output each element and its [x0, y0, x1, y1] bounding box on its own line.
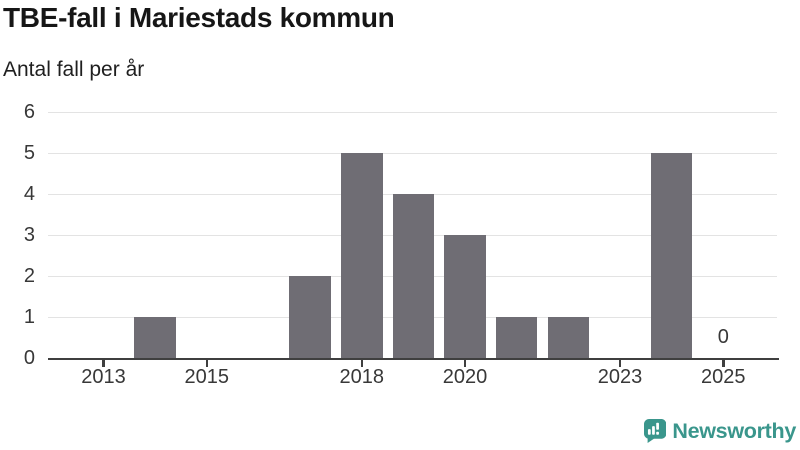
x-axis-tick [463, 360, 467, 367]
bar-value-label: 0 [717, 326, 729, 348]
x-tick-label: 2015 [184, 366, 230, 388]
x-axis-tick [722, 360, 725, 367]
bar [134, 316, 176, 358]
x-axis-tick [618, 360, 622, 367]
newsworthy-logo[interactable]: Newsworthy [644, 416, 796, 446]
bar [650, 152, 693, 358]
bar [341, 152, 383, 358]
chart-title: TBE-fall i Mariestads kommun [3, 2, 395, 33]
x-tick-label: 2023 [597, 366, 643, 388]
gridline [48, 152, 777, 154]
y-tick-label: 2 [23, 264, 35, 287]
x-tick-label: 2025 [701, 366, 746, 388]
y-tick-label: 4 [23, 182, 35, 205]
y-tick-label: 1 [23, 305, 35, 328]
newsworthy-logo-text: Newsworthy [672, 419, 796, 443]
x-axis-tick [102, 360, 105, 367]
bar [289, 275, 331, 358]
bar [392, 193, 435, 358]
x-axis-line [48, 357, 779, 360]
y-tick-label: 0 [23, 346, 35, 369]
bar [547, 316, 590, 358]
y-tick-label: 5 [23, 141, 35, 164]
chart-subtitle: Antal fall per år [3, 58, 145, 81]
newsworthy-logo-icon [644, 418, 667, 444]
bar [444, 234, 486, 358]
bar [495, 316, 538, 358]
x-axis-tick [360, 360, 363, 367]
y-tick-label: 6 [23, 100, 35, 123]
gridline [48, 111, 777, 113]
x-tick-label: 2020 [442, 366, 488, 388]
y-tick-label: 3 [23, 223, 35, 246]
x-axis-tick [205, 360, 209, 367]
x-tick-label: 2013 [81, 366, 126, 388]
x-tick-label: 2018 [339, 366, 385, 388]
